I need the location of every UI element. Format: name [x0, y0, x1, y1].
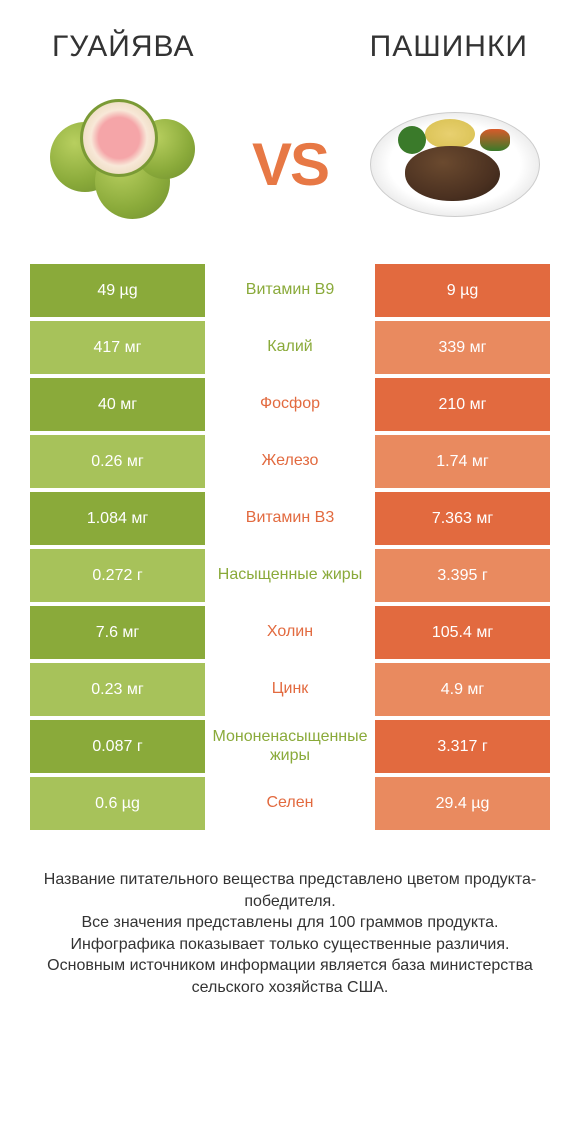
right-value: 339 мг [375, 321, 550, 374]
footer-line: Все значения представлены для 100 граммо… [30, 912, 550, 934]
comparison-table: 49 µgВитамин B99 µg417 мгКалий339 мг40 м… [0, 264, 580, 830]
left-value: 40 мг [30, 378, 205, 431]
right-product-image [370, 94, 540, 234]
nutrient-name: Железо [205, 435, 375, 488]
footer-line: Инфографика показывает только существенн… [30, 934, 550, 956]
left-product-image [40, 94, 210, 234]
left-value: 0.26 мг [30, 435, 205, 488]
table-row: 0.26 мгЖелезо1.74 мг [30, 435, 550, 488]
right-value: 1.74 мг [375, 435, 550, 488]
footer-note: Название питательного вещества представл… [0, 834, 580, 999]
table-row: 1.084 мгВитамин B37.363 мг [30, 492, 550, 545]
guava-icon [40, 94, 210, 234]
left-value: 0.087 г [30, 720, 205, 773]
nutrient-name: Насыщенные жиры [205, 549, 375, 602]
right-product-title: ПАШИНКИ [370, 30, 528, 64]
table-row: 49 µgВитамин B99 µg [30, 264, 550, 317]
footer-line: Основным источником информации является … [30, 955, 550, 998]
left-product-title: ГУАЙЯВА [52, 30, 195, 64]
right-value: 3.317 г [375, 720, 550, 773]
vs-label: VS [252, 130, 328, 199]
left-value: 1.084 мг [30, 492, 205, 545]
nutrient-name: Холин [205, 606, 375, 659]
left-value: 0.272 г [30, 549, 205, 602]
left-value: 0.23 мг [30, 663, 205, 716]
left-value: 49 µg [30, 264, 205, 317]
nutrient-name: Витамин B9 [205, 264, 375, 317]
nutrient-name: Селен [205, 777, 375, 830]
table-row: 0.087 гМононенасыщенные жиры3.317 г [30, 720, 550, 773]
header: ГУАЙЯВА ПАШИНКИ [0, 0, 580, 74]
nutrient-name: Фосфор [205, 378, 375, 431]
right-value: 4.9 мг [375, 663, 550, 716]
nutrient-name: Мононенасыщенные жиры [205, 720, 375, 773]
right-value: 9 µg [375, 264, 550, 317]
table-row: 0.272 гНасыщенные жиры3.395 г [30, 549, 550, 602]
left-value: 0.6 µg [30, 777, 205, 830]
right-value: 3.395 г [375, 549, 550, 602]
left-value: 7.6 мг [30, 606, 205, 659]
nutrient-name: Витамин B3 [205, 492, 375, 545]
right-value: 210 мг [375, 378, 550, 431]
table-row: 0.23 мгЦинк4.9 мг [30, 663, 550, 716]
nutrient-name: Цинк [205, 663, 375, 716]
table-row: 0.6 µgСелен29.4 µg [30, 777, 550, 830]
table-row: 40 мгФосфор210 мг [30, 378, 550, 431]
left-value: 417 мг [30, 321, 205, 374]
table-row: 7.6 мгХолин105.4 мг [30, 606, 550, 659]
right-value: 7.363 мг [375, 492, 550, 545]
right-value: 105.4 мг [375, 606, 550, 659]
nutrient-name: Калий [205, 321, 375, 374]
right-value: 29.4 µg [375, 777, 550, 830]
vs-row: VS [0, 74, 580, 264]
footer-line: Название питательного вещества представл… [30, 869, 550, 912]
table-row: 417 мгКалий339 мг [30, 321, 550, 374]
steak-icon [370, 104, 540, 224]
